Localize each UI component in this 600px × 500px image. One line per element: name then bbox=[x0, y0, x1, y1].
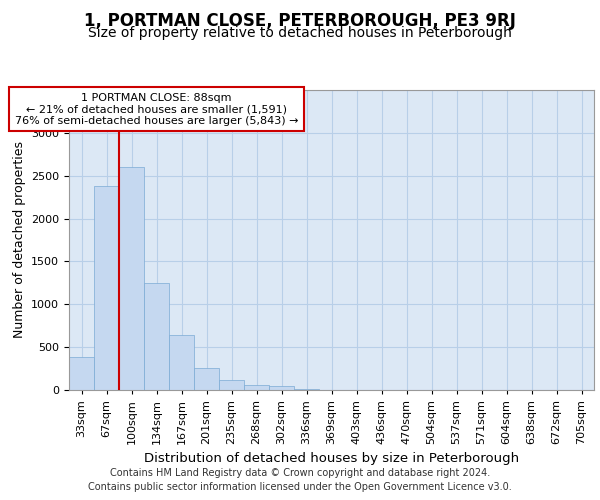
Bar bbox=[269, 386, 294, 390]
Bar bbox=[119, 167, 144, 390]
Text: Contains public sector information licensed under the Open Government Licence v3: Contains public sector information licen… bbox=[88, 482, 512, 492]
Text: Size of property relative to detached houses in Peterborough: Size of property relative to detached ho… bbox=[88, 26, 512, 40]
Text: Contains HM Land Registry data © Crown copyright and database right 2024.: Contains HM Land Registry data © Crown c… bbox=[110, 468, 490, 477]
X-axis label: Distribution of detached houses by size in Peterborough: Distribution of detached houses by size … bbox=[144, 452, 519, 466]
Y-axis label: Number of detached properties: Number of detached properties bbox=[13, 142, 26, 338]
Bar bbox=[144, 283, 169, 390]
Text: 1 PORTMAN CLOSE: 88sqm
← 21% of detached houses are smaller (1,591)
76% of semi-: 1 PORTMAN CLOSE: 88sqm ← 21% of detached… bbox=[15, 92, 298, 126]
Text: 1, PORTMAN CLOSE, PETERBOROUGH, PE3 9RJ: 1, PORTMAN CLOSE, PETERBOROUGH, PE3 9RJ bbox=[84, 12, 516, 30]
Bar bbox=[94, 186, 119, 390]
Bar bbox=[244, 385, 269, 390]
Bar bbox=[219, 380, 244, 390]
Bar bbox=[69, 358, 94, 390]
Bar bbox=[294, 388, 319, 390]
Bar bbox=[169, 335, 194, 390]
Bar bbox=[194, 368, 219, 390]
